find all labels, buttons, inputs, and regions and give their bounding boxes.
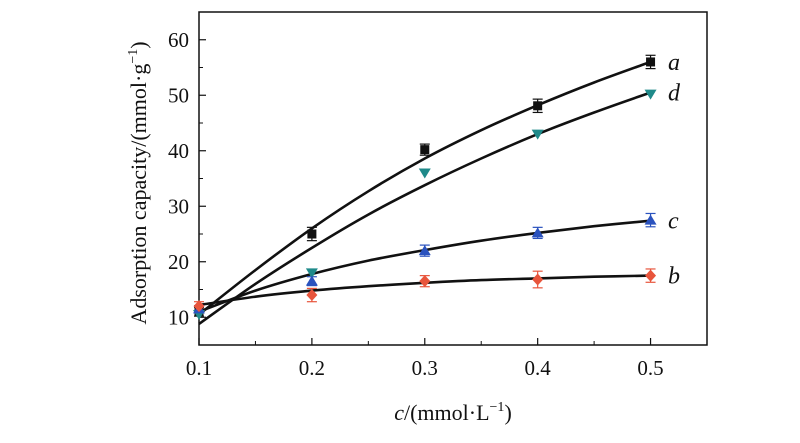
data-point-d	[305, 268, 318, 279]
data-point-a	[307, 229, 317, 239]
x-axis-tick-labels: 0.1 0.2 0.3 0.4 0.5	[186, 356, 664, 380]
data-point-b	[306, 289, 318, 302]
fit-curve-a	[198, 60, 652, 316]
y-axis-label: Adsorption capacity/(mmol·g−1)	[126, 41, 151, 324]
curve-label-b: b	[668, 264, 680, 290]
data-point-d	[531, 129, 544, 140]
data-point-b	[645, 269, 657, 282]
data-point-a	[420, 145, 430, 155]
x-axis-label-close: )	[504, 400, 511, 425]
x-axis-label-unit: /(mmol·L	[404, 400, 490, 425]
data-points	[193, 57, 657, 320]
y-axis-ticks	[199, 39, 206, 318]
x-axis-label-exponent: −1	[490, 400, 505, 415]
y-tick-label: 10	[168, 305, 189, 329]
y-tick-label: 60	[168, 28, 189, 52]
data-point-c	[305, 275, 318, 286]
curve-labels: ad c b	[668, 50, 681, 290]
data-point-c	[531, 227, 544, 238]
data-point-b	[532, 273, 544, 286]
data-point-b	[419, 275, 431, 288]
x-axis-label-symbol: c	[394, 400, 404, 425]
x-axis-label: c/(mmol·L−1)	[394, 400, 512, 425]
y-tick-label: 50	[168, 83, 189, 107]
y-tick-label: 40	[168, 139, 189, 163]
data-point-b	[193, 300, 205, 313]
y-axis-label-close: )	[126, 41, 151, 48]
fit-curve-c	[198, 219, 651, 313]
data-point-c	[644, 214, 657, 225]
curve-label-d: d	[668, 80, 681, 106]
data-point-c	[418, 245, 431, 256]
x-axis-ticks	[198, 338, 708, 345]
curve-label-c: c	[668, 209, 679, 235]
y-axis-tick-labels: 10 20 30 40 50 60	[168, 28, 189, 330]
y-tick-label: 30	[168, 194, 189, 218]
x-tick-label: 0.2	[299, 356, 325, 380]
data-point-d	[418, 168, 431, 179]
fit-curve-d	[198, 91, 652, 325]
data-point-a	[533, 101, 543, 111]
data-point-d	[644, 89, 657, 100]
y-tick-label: 20	[168, 250, 189, 274]
x-tick-label: 0.3	[412, 356, 438, 380]
x-tick-label: 0.5	[637, 356, 663, 380]
y-axis-label-exponent: −1	[126, 49, 141, 64]
y-axis-label-main: Adsorption capacity/(mmol·g	[126, 64, 151, 325]
curve-label-a: a	[668, 50, 680, 76]
data-point-a	[646, 57, 656, 67]
x-tick-label: 0.1	[186, 356, 212, 380]
x-tick-label: 0.4	[525, 356, 552, 380]
